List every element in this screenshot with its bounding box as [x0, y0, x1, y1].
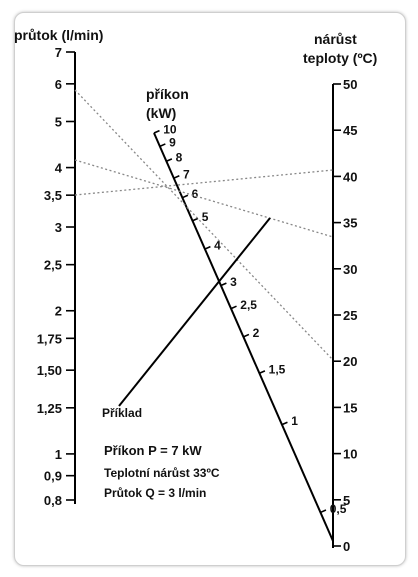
power-tick-label: 10 — [163, 122, 177, 136]
temperature-axis-title-line2: teploty (ºC) — [303, 50, 377, 66]
dotted-line-3-to-33 — [74, 159, 334, 238]
temperature-tick-label: 50 — [343, 77, 357, 92]
temperature-tick-label: 25 — [343, 308, 357, 323]
flow-tick-label: 3 — [55, 220, 62, 235]
power-tick-label: 1 — [291, 414, 298, 428]
power-tick-mark — [166, 158, 173, 162]
flow-tick-label: 2,5 — [44, 258, 62, 273]
power-tick-label: 8 — [176, 151, 183, 165]
power-tick-label: 3 — [230, 275, 237, 289]
power-tick-mark — [220, 282, 227, 287]
example-temperature-text: Teplotní nárůst 33ºC — [104, 466, 220, 480]
power-axis-title-line2: (kW) — [146, 105, 176, 121]
temperature-tick-label: 0 — [343, 539, 350, 554]
temperature-tick-label: 10 — [343, 447, 357, 462]
example-power-text: Příkon P = 7 kW — [104, 443, 202, 458]
power-tick-label: 5 — [202, 210, 209, 224]
flow-tick-label: 6 — [55, 77, 62, 92]
power-axis-title-line1: příkon — [146, 86, 189, 102]
power-tick-mark — [159, 143, 166, 148]
temperature-axis-title-line1: nárůst — [314, 31, 357, 47]
power-tick-label: 7 — [183, 168, 190, 182]
power-tick-label: 0,5 — [330, 502, 347, 516]
flow-tick-label: 1,25 — [37, 401, 62, 416]
flow-tick-label: 1,50 — [37, 363, 62, 378]
flow-tick-label: 5 — [55, 114, 62, 129]
power-tick-mark — [153, 129, 160, 134]
temperature-tick-label: 40 — [343, 169, 357, 184]
temperature-tick-label: 15 — [343, 400, 357, 415]
example-label: Příklad — [102, 406, 142, 420]
power-tick-label: 4 — [214, 238, 221, 252]
power-tick-mark — [182, 194, 189, 199]
flow-axis-ticks: 7 6 5 4 3,5 3 2,5 2 1,75 1,50 1,25 1 0,9 0,8 — [37, 45, 75, 508]
example-line — [118, 217, 271, 407]
flow-tick-label: 7 — [55, 45, 62, 60]
dotted-line-5-to-20 — [74, 89, 334, 361]
power-tick-mark — [192, 217, 199, 222]
temperature-tick-label: 45 — [343, 123, 357, 138]
power-tick-label: 9 — [169, 136, 176, 150]
power-tick-mark — [320, 509, 327, 514]
dotted-line-2_5-to-40 — [74, 169, 334, 196]
power-tick-mark — [204, 245, 211, 250]
flow-axis-title: průtok (l/min) — [14, 27, 103, 43]
flow-tick-label: 3,5 — [44, 188, 62, 203]
power-tick-label: 2 — [253, 326, 260, 340]
power-tick-mark — [281, 421, 288, 426]
flow-tick-label: 0,9 — [44, 469, 62, 484]
power-tick-mark — [243, 333, 250, 338]
temperature-tick-label: 5 — [343, 493, 350, 508]
power-tick-label: 6 — [192, 187, 199, 201]
power-tick-label: 2,5 — [240, 298, 257, 312]
temperature-tick-label: 30 — [343, 262, 357, 277]
temperature-tick-label: 20 — [343, 354, 357, 369]
power-tick-label: 1,5 — [269, 363, 286, 377]
flow-tick-label: 2 — [55, 304, 62, 319]
nomogram-frame — [14, 12, 406, 566]
power-tick-mark — [230, 305, 237, 310]
example-flow-text: Průtok Q = 3 l/min — [104, 486, 206, 500]
flow-tick-label: 1,75 — [37, 331, 62, 346]
power-tick-mark — [259, 370, 266, 375]
flow-tick-label: 1 — [55, 447, 62, 462]
temperature-tick-label: 35 — [343, 216, 357, 231]
flow-tick-label: 0,8 — [44, 493, 62, 508]
flow-tick-label: 4 — [55, 161, 63, 176]
power-tick-mark — [173, 175, 180, 179]
